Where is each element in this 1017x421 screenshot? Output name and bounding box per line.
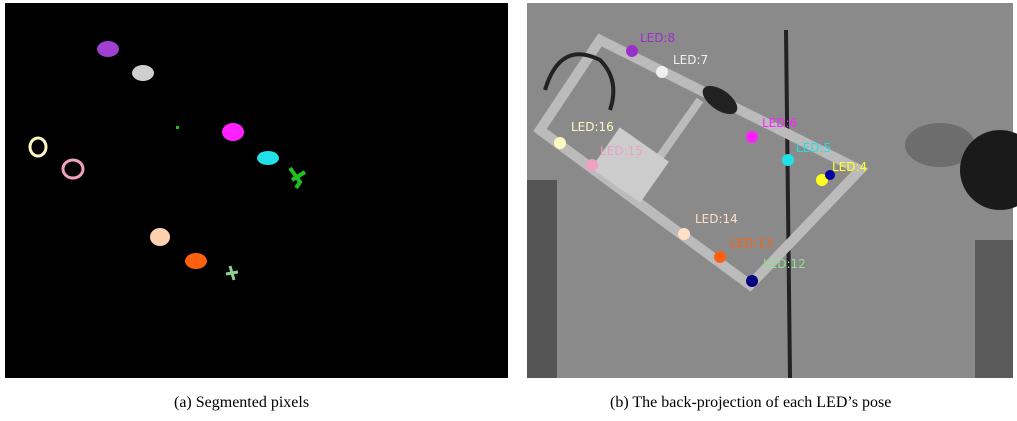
led-label: LED:13 bbox=[730, 236, 773, 250]
led-label: LED:16 bbox=[571, 120, 614, 134]
led-label: LED:15 bbox=[600, 144, 643, 158]
caption: (b) The back-projection of each LED’s po… bbox=[610, 394, 891, 412]
segmented-image bbox=[5, 3, 508, 378]
photo-image: LED:8 LED:7 LED:6 LED:5 LED:4 LED:16 LED… bbox=[527, 3, 1017, 378]
led-label: LED:4 bbox=[832, 160, 867, 174]
caption: (a) Segmented pixels bbox=[174, 394, 309, 412]
led-label: LED:12 bbox=[763, 257, 806, 271]
led-label: LED:5 bbox=[796, 141, 831, 155]
figure: LED:8 LED:7 LED:6 LED:5 LED:4 LED:16 LED… bbox=[0, 0, 1017, 421]
led-label: LED:14 bbox=[695, 212, 738, 226]
led-label: LED:8 bbox=[640, 31, 675, 45]
led-label: LED:6 bbox=[762, 116, 797, 130]
led-label: LED:7 bbox=[673, 53, 708, 67]
figure-images: LED:8 LED:7 LED:6 LED:5 LED:4 LED:16 LED… bbox=[0, 0, 1017, 390]
